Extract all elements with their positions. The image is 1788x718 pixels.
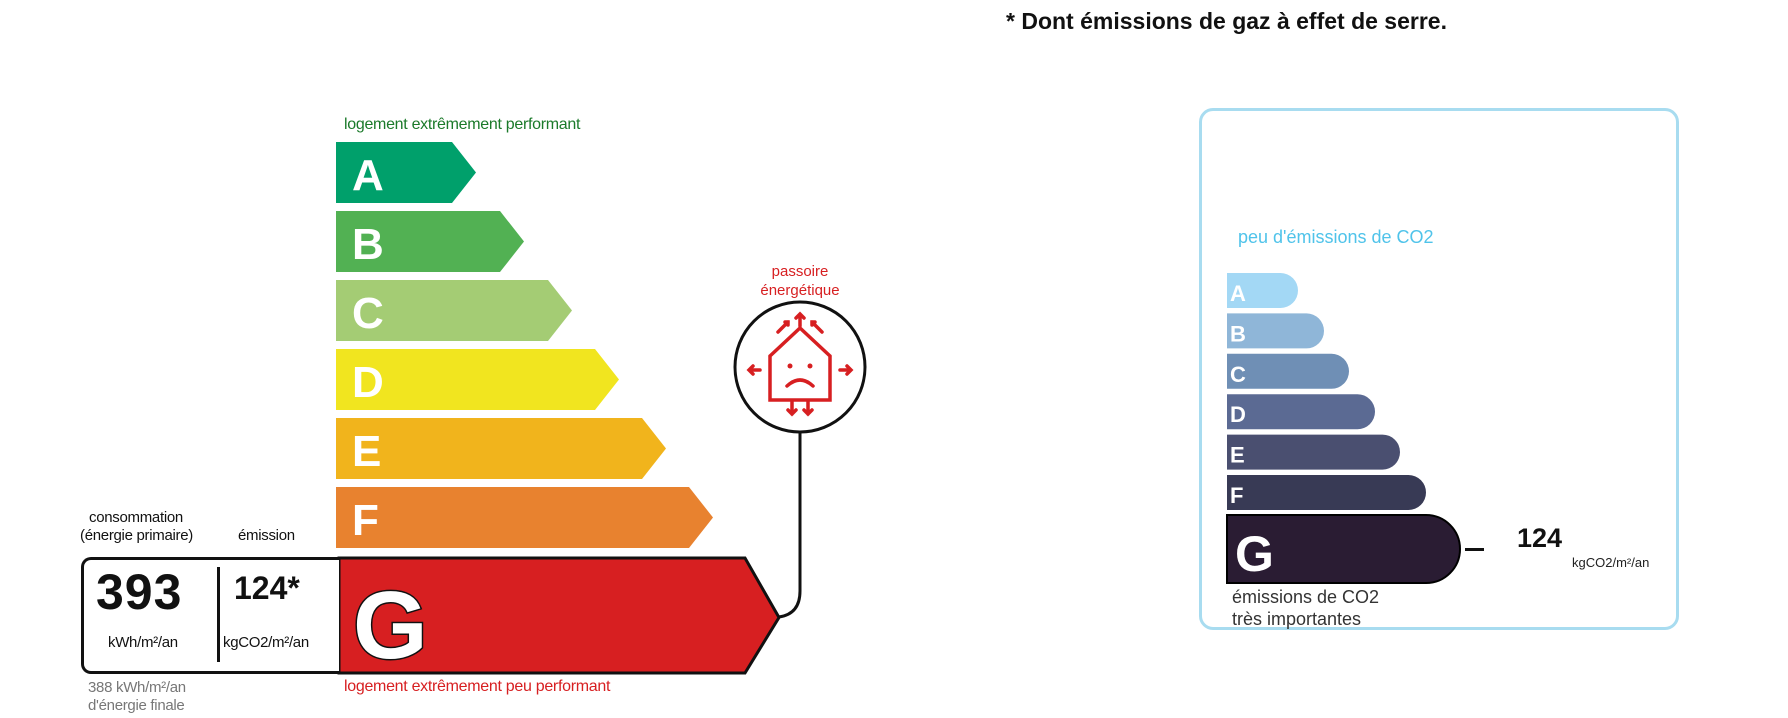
consumption-header-line2: (énergie primaire) xyxy=(80,527,193,544)
co2-unit: kgCO2/m²/an xyxy=(1572,555,1650,570)
emission-header: émission xyxy=(238,527,295,544)
final-energy-line1: 388 kWh/m²/an xyxy=(88,679,186,696)
co2-bar-b xyxy=(1227,313,1324,349)
co2-bar-letter: C xyxy=(1230,362,1246,387)
co2-top-label: peu d'émissions de CO2 xyxy=(1238,227,1434,247)
consumption-header: consommation (énergie primaire) xyxy=(80,509,193,545)
co2-bar-a xyxy=(1227,273,1298,308)
co2-bar-c xyxy=(1227,353,1349,389)
co2-bar-g-current xyxy=(1226,514,1461,584)
energy-bar-f xyxy=(336,487,713,548)
sad-house-icon xyxy=(746,311,854,417)
co2-bar-letter: E xyxy=(1230,443,1245,468)
energy-bar-a xyxy=(336,142,476,203)
co2-bar-d xyxy=(1227,394,1375,430)
emission-unit: kgCO2/m²/an xyxy=(223,634,309,651)
energy-bar-b xyxy=(336,211,524,272)
co2-bar-e xyxy=(1227,434,1400,470)
energy-bar-e xyxy=(336,418,666,479)
emission-value: 124* xyxy=(234,570,300,606)
passoire-line1: passoire xyxy=(771,263,829,280)
value-box xyxy=(81,557,339,674)
connector-line xyxy=(778,432,802,619)
consumption-value: 393 xyxy=(96,564,183,620)
co2-bottom-line2: très importantes xyxy=(1232,609,1362,629)
co2-bottom-label: émissions de CO2 très importantes xyxy=(1232,586,1379,630)
energy-bar-letter: C xyxy=(352,289,384,338)
energy-bar-g-current xyxy=(337,556,781,675)
energy-bar-letter: F xyxy=(352,496,379,545)
co2-value: 124 xyxy=(1517,523,1563,553)
energy-bar-letter: A xyxy=(352,151,384,200)
co2-dash xyxy=(1465,548,1484,551)
co2-bar-letter-current: G xyxy=(1235,526,1274,582)
value-divider xyxy=(217,567,220,662)
energy-bar-letter: E xyxy=(352,427,381,476)
consumption-header-line1: consommation xyxy=(89,509,183,526)
co2-panel xyxy=(1199,108,1679,630)
co2-bar-letter: B xyxy=(1230,321,1246,346)
co2-bottom-line1: émissions de CO2 xyxy=(1232,587,1380,607)
energy-bar-letter: B xyxy=(352,220,384,269)
energy-bar-letter: D xyxy=(352,358,384,407)
co2-bar-letter: D xyxy=(1230,402,1246,427)
consumption-unit: kWh/m²/an xyxy=(108,634,178,651)
energy-top-label: logement extrêmement performant xyxy=(344,116,581,133)
co2-bar-letter: A xyxy=(1230,281,1246,306)
final-energy-line2: d'énergie finale xyxy=(88,697,185,714)
energy-bar-letter-current: G xyxy=(353,572,428,679)
energy-bar-c xyxy=(336,280,572,341)
co2-bar-f xyxy=(1227,475,1426,510)
energy-bar-d xyxy=(336,349,619,410)
energy-bottom-label: logement extrêmement peu performant xyxy=(344,678,611,695)
co2-bar-letter: F xyxy=(1230,483,1243,508)
passoire-line2: énergétique xyxy=(760,282,840,299)
passoire-label: passoire énergétique xyxy=(740,262,860,300)
passoire-badge xyxy=(733,300,867,619)
final-energy: 388 kWh/m²/an d'énergie finale xyxy=(88,679,186,715)
footnote: * Dont émissions de gaz à effet de serre… xyxy=(1006,8,1447,34)
